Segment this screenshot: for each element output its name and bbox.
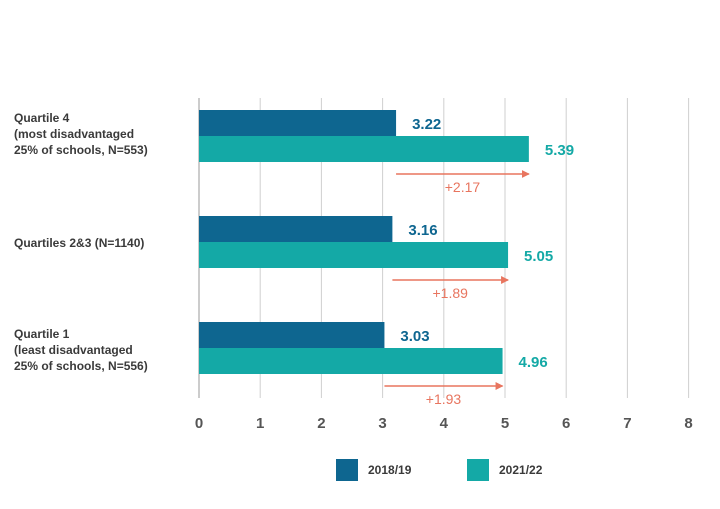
data-labels: 3.22 5.39 3.16 5.05 3.03 4.96 <box>400 116 574 371</box>
legend-swatch-2018 <box>336 459 358 481</box>
legend-label-2021: 2021/22 <box>499 463 543 477</box>
x-tick-label: 0 <box>195 415 203 432</box>
data-label: 3.22 <box>412 116 441 133</box>
x-tick-label: 4 <box>440 415 449 432</box>
difference-label: +1.89 <box>433 285 469 301</box>
bar-2018-19 <box>199 110 397 136</box>
bar-2018-19 <box>199 322 385 348</box>
data-label: 3.03 <box>400 328 429 345</box>
bars <box>199 110 529 374</box>
x-tick-label: 8 <box>684 415 692 432</box>
data-label: 5.05 <box>524 248 553 265</box>
legend-item-2018: 2018/19 <box>336 459 411 481</box>
difference-label: +1.93 <box>426 391 462 407</box>
difference-arrows: +2.17 +1.89 +1.93 <box>384 170 530 407</box>
legend-label-2018: 2018/19 <box>368 463 412 477</box>
x-tick-label: 6 <box>562 415 570 432</box>
bar-2021-22 <box>199 136 529 162</box>
bar-2018-19 <box>199 216 393 242</box>
bar-2021-22 <box>199 348 503 374</box>
category-label-q23: Quartiles 2&3 (N=1140) <box>14 236 145 250</box>
legend-item-2021: 2021/22 <box>467 459 542 481</box>
data-label: 3.16 <box>408 222 437 239</box>
x-tick-label: 2 <box>317 415 325 432</box>
category-label-q1: Quartile 1 (least disadvantaged 25% of s… <box>14 327 148 373</box>
data-label: 5.39 <box>545 142 574 159</box>
x-tick-label: 3 <box>378 415 386 432</box>
data-label: 4.96 <box>519 354 548 371</box>
x-axis-ticks: 0 1 2 3 4 5 6 7 8 <box>195 415 693 432</box>
difference-label: +2.17 <box>445 179 481 195</box>
x-tick-label: 1 <box>256 415 264 432</box>
x-tick-label: 5 <box>501 415 509 432</box>
legend-swatch-2021 <box>467 459 489 481</box>
category-label-q4: Quartile 4 (most disadvantaged 25% of sc… <box>14 111 148 157</box>
bar-2021-22 <box>199 242 509 268</box>
x-tick-label: 7 <box>623 415 631 432</box>
